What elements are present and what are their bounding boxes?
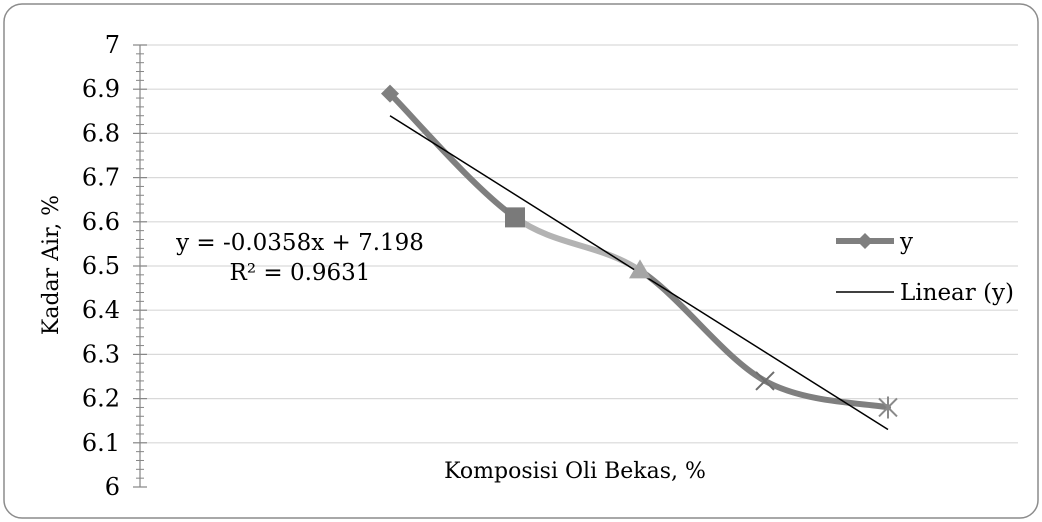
y-tick-label: 6.5: [82, 252, 120, 280]
series-line-segment: [512, 214, 643, 274]
legend-trend-label: Linear (y): [900, 280, 1014, 306]
legend-series-label: y: [899, 229, 913, 255]
chart-frame: [3, 3, 1039, 519]
y-axis: [133, 44, 147, 488]
y-tick-label: 6.9: [82, 75, 120, 103]
marker-layer: [381, 84, 898, 419]
y-tick-label: 6.4: [82, 296, 120, 324]
y-tick-label: 6.2: [82, 385, 120, 413]
trendline-equation: y = -0.0358x + 7.198: [175, 230, 424, 256]
legend-series-marker: [857, 233, 873, 249]
y-tick-labels: 6 6.1 6.2 6.3 6.4 6.5 6.6 6.7 6.8 6.9 7: [82, 31, 120, 501]
y-tick-label: 6.3: [82, 340, 120, 368]
data-point-triangle: [629, 259, 651, 279]
series-line-segment: [762, 377, 891, 411]
y-tick-label: 6.7: [82, 164, 120, 192]
x-axis-title: Komposisi Oli Bekas, %: [444, 459, 706, 484]
y-tick-label: 6.8: [82, 119, 120, 147]
y-tick-label: 7: [105, 31, 120, 59]
y-tick-label: 6.1: [82, 429, 120, 457]
data-point-square: [505, 207, 525, 228]
y-tick-label: 6: [105, 473, 120, 501]
data-series: [387, 90, 891, 411]
data-point-star: [878, 396, 898, 419]
series-line-segment: [387, 90, 518, 221]
y-axis-title: Kadar Air, %: [39, 195, 64, 335]
data-point-x: [755, 371, 775, 391]
legend: y Linear (y): [836, 229, 1014, 306]
trendline-r-squared: R² = 0.9631: [230, 260, 371, 286]
y-tick-label: 6.6: [82, 208, 120, 236]
series-line-segment: [637, 267, 768, 384]
gridlines: [140, 44, 1018, 444]
data-point-diamond: [381, 84, 399, 103]
